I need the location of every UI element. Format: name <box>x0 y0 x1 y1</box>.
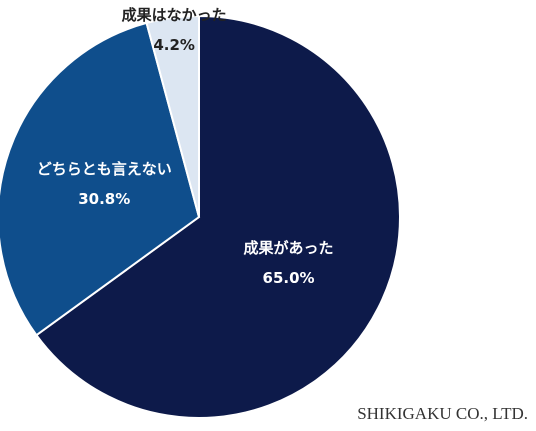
slice-value-label: 30.8% <box>78 190 130 208</box>
pie-slice <box>34 14 401 419</box>
pie-slice <box>0 21 201 337</box>
slice-label: どちらとも言えない <box>37 160 172 178</box>
slice-label: 成果があった <box>244 239 334 257</box>
slice-value-label: 4.2% <box>153 36 195 54</box>
slice-value-label: 65.0% <box>263 269 315 287</box>
slice-label: 成果はなかった <box>122 6 227 24</box>
watermark: SHIKIGAKU CO., LTD. <box>357 404 528 423</box>
pie-slice <box>145 14 200 218</box>
